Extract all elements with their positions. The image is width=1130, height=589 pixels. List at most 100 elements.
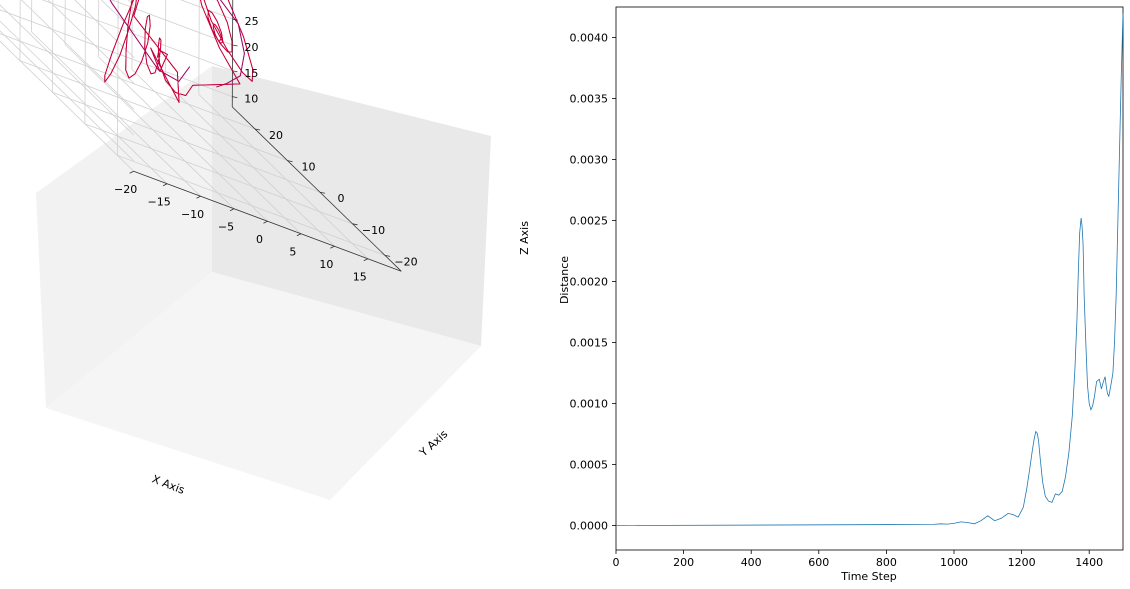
grid-line: [0, 33, 256, 130]
grid-3d: [0, 0, 402, 272]
x-tick-label: 15: [353, 271, 367, 284]
grid-line: [47, 0, 135, 84]
z-tick-label: 20: [245, 41, 259, 54]
y-tick-label-2d: 0.0005: [570, 459, 609, 472]
z-tick: [232, 96, 238, 98]
pane-floor: [46, 272, 481, 500]
trajectory-segment: [109, 0, 245, 88]
z-axis-label: Z Axis: [518, 221, 531, 255]
y-tick: [352, 223, 358, 226]
grid-line: [0, 20, 168, 185]
y-tick-label: 10: [302, 161, 316, 174]
ticks-2d: 0 200 400 600 800 1000 1200 1400 0.0000 0.0005 0.0…: [570, 32, 1104, 569]
x-axis-label-2d: Time Step: [840, 570, 896, 583]
grid-line: [0, 4, 135, 136]
grid-line: [64, 0, 66, 45]
x-tick: [330, 245, 335, 249]
x-axis-label: X Axis: [150, 473, 187, 497]
grid-line: [74, 0, 135, 58]
grid-line: [100, 0, 135, 33]
y-axis-label-2d: Distance: [558, 256, 571, 304]
grid-line: [111, 0, 233, 46]
x-tick-label-2d: 1400: [1075, 556, 1103, 569]
grid-line: [98, 0, 100, 57]
grid-line: [98, 56, 268, 222]
grid-line: [131, 0, 133, 70]
y-tick: [384, 255, 391, 257]
z-tick-label: 10: [244, 93, 258, 106]
y-tick-label-2d: 0.0020: [570, 276, 609, 289]
x-tick: [162, 183, 168, 187]
series-line: [615, 13, 1124, 526]
z-tick-label: 15: [244, 67, 258, 80]
x-tick-label-2d: 800: [876, 556, 897, 569]
y-tick-label: −10: [362, 224, 385, 237]
grid-line: [180, 0, 233, 20]
grid-line: [165, 81, 335, 247]
x-tick-label: 0: [256, 233, 263, 246]
pane-left-wall: [36, 66, 212, 408]
x-tick-label-2d: 1000: [940, 556, 968, 569]
grid-line: [31, 0, 33, 32]
x-tick-label-2d: 1200: [1008, 556, 1036, 569]
x-tick: [129, 170, 134, 174]
grid-line: [164, 0, 167, 82]
grid-line: [20, 0, 135, 110]
grid-line: [52, 91, 321, 193]
ticks-3d: −20−15−10−5051015−20−1001020101520253035…: [114, 0, 418, 284]
grid-line: [52, 0, 54, 93]
grid-line: [64, 44, 235, 210]
grid-line: [41, 0, 233, 72]
x-tick-label-2d: 600: [808, 556, 829, 569]
z-tick: [232, 18, 238, 21]
y-tick-label: −20: [394, 255, 417, 268]
trajectory-segment: [104, 0, 254, 104]
y-axis-line: [231, 106, 402, 272]
y-tick: [319, 191, 326, 194]
x-tick-label: −20: [114, 183, 137, 196]
trajectory: [104, 0, 254, 104]
chart-3d: −20−15−10−5051015−20−1001020101520253035…: [0, 0, 531, 500]
x-tick: [229, 208, 235, 212]
z-tick-label: 30: [245, 0, 259, 2]
x-tick-label-2d: 0: [613, 556, 620, 569]
grid-line: [84, 123, 353, 225]
y-tick: [254, 128, 261, 131]
grid-line: [117, 155, 386, 256]
y-tick-label: 0: [338, 192, 345, 205]
y-tick: [287, 160, 293, 163]
z-tick-label: 25: [245, 15, 259, 28]
grid-line: [0, 9, 233, 97]
x-tick-label-2d: 200: [673, 556, 694, 569]
y-tick-label-2d: 0.0030: [570, 154, 609, 167]
y-tick-label-2d: 0.0035: [570, 93, 609, 106]
z-axis-line: [231, 0, 234, 107]
x-tick-label: −5: [218, 221, 234, 234]
y-tick-label-2d: 0.0025: [570, 215, 609, 228]
grid-line: [198, 0, 200, 95]
pane-back-wall: [212, 66, 491, 346]
grid-line: [0, 40, 134, 172]
x-tick-label-2d: 400: [741, 556, 762, 569]
grid-line: [131, 69, 302, 235]
grid-line: [31, 31, 201, 197]
x-tick-label: −15: [147, 196, 170, 209]
grid-line: [19, 0, 21, 61]
plot-frame: [615, 6, 1124, 551]
x-tick: [296, 233, 302, 237]
x-tick-label: 10: [319, 258, 333, 271]
x-tick: [196, 195, 201, 199]
y-tick-label-2d: 0.0015: [570, 337, 609, 350]
grid-line: [0, 30, 134, 162]
y-tick-label-2d: 0.0000: [570, 520, 609, 533]
x-tick: [363, 258, 368, 262]
grid-line: [84, 0, 86, 124]
x-tick-label: −10: [181, 208, 204, 221]
z-tick: [232, 44, 238, 47]
y-tick-label-2d: 0.0010: [570, 398, 609, 411]
chart-2d: 0 200 400 600 800 1000 1200 1400 0.0000 0.0005 0.0…: [558, 6, 1124, 583]
z-tick: [232, 70, 238, 73]
grid-line: [117, 0, 119, 156]
y-tick-label-2d: 0.0040: [570, 32, 609, 45]
